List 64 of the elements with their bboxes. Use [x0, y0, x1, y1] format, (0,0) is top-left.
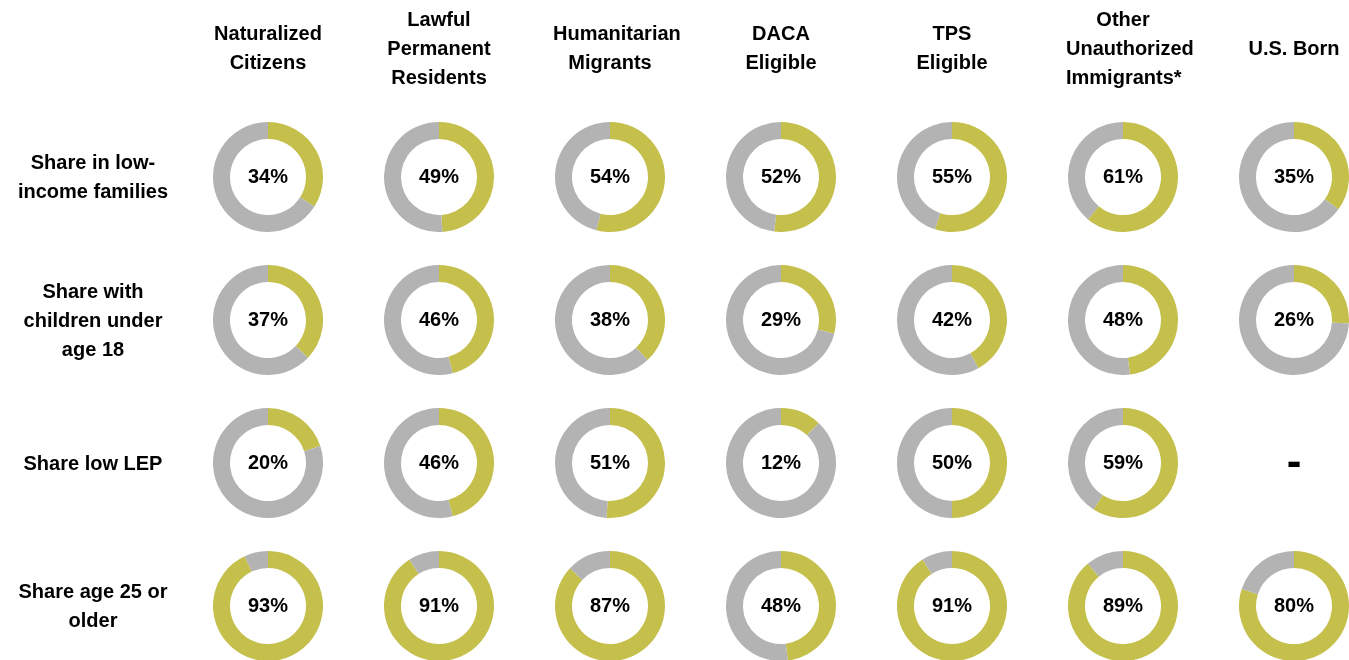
data-label: 51% — [589, 451, 631, 473]
donut-slice — [555, 551, 665, 660]
data-label: 20% — [247, 451, 289, 473]
donut-slice — [1239, 265, 1349, 375]
chart-title: Naturalized Citizens — [213, 21, 323, 75]
data-label: 42% — [931, 308, 973, 330]
data-label: 35% — [1273, 165, 1315, 187]
donut-slice — [1093, 408, 1178, 518]
data-label: 12% — [760, 451, 802, 473]
donut-slice — [213, 551, 323, 660]
text: - — [1286, 436, 1302, 485]
data-label: 26% — [1273, 308, 1315, 330]
data-label: 91% — [931, 594, 973, 616]
data-label: 89% — [1102, 594, 1144, 616]
donut-slice — [213, 265, 309, 375]
chart-title: Lawful Permanent Residents — [386, 6, 492, 90]
data-label: 59% — [1102, 451, 1144, 473]
text: Share age 25 or older — [17, 579, 169, 633]
data-label: 48% — [760, 594, 802, 616]
donut-slice — [1087, 122, 1178, 232]
donut-slice — [1239, 122, 1339, 232]
donut-slice — [897, 551, 1007, 660]
text: Share low LEP — [23, 450, 163, 476]
chart-title: U.S. Born — [1248, 35, 1340, 61]
donut-slice — [1241, 551, 1294, 595]
data-label: 61% — [1102, 165, 1144, 187]
data-label: 29% — [760, 308, 802, 330]
text: Share in low-income families — [16, 150, 170, 204]
data-label: 50% — [931, 451, 973, 473]
donut-slice — [781, 408, 819, 436]
data-label: 91% — [418, 594, 460, 616]
donut-slice — [726, 408, 836, 518]
donut-slice — [1087, 551, 1123, 577]
data-label: 54% — [589, 165, 631, 187]
donut-slice — [922, 551, 952, 574]
text: Share with children under age 18 — [22, 278, 164, 362]
data-label: 87% — [589, 594, 631, 616]
donut-slice — [213, 122, 315, 232]
data-label: 46% — [418, 308, 460, 330]
data-label: 49% — [418, 165, 460, 187]
donut-slice — [569, 551, 610, 580]
data-label: 34% — [247, 165, 289, 187]
data-label: 80% — [1273, 594, 1315, 616]
data-label: 38% — [589, 308, 631, 330]
donut-slice — [897, 265, 979, 375]
chart-title: TPS Eligible — [915, 21, 989, 75]
donut-slice — [244, 551, 268, 572]
donut-slice — [268, 408, 321, 452]
data-label: 48% — [1102, 308, 1144, 330]
data-label: 52% — [760, 165, 802, 187]
donut-slice — [726, 265, 835, 375]
donut-slice — [1239, 551, 1349, 660]
donut-slice — [1068, 551, 1178, 660]
data-label: 55% — [931, 165, 973, 187]
chart-title: Other Unauthorized Immigrants* — [1066, 6, 1194, 90]
data-label: 46% — [418, 451, 460, 473]
donut-slice — [384, 551, 494, 660]
donut-slice — [555, 265, 648, 375]
data-label: 37% — [247, 308, 289, 330]
donut-slice — [409, 551, 439, 574]
donut-slice — [213, 408, 323, 518]
chart-title: DACA Eligible — [744, 21, 818, 75]
chart-title: Humanitarian Migrants — [553, 21, 681, 75]
data-label: 93% — [247, 594, 289, 616]
